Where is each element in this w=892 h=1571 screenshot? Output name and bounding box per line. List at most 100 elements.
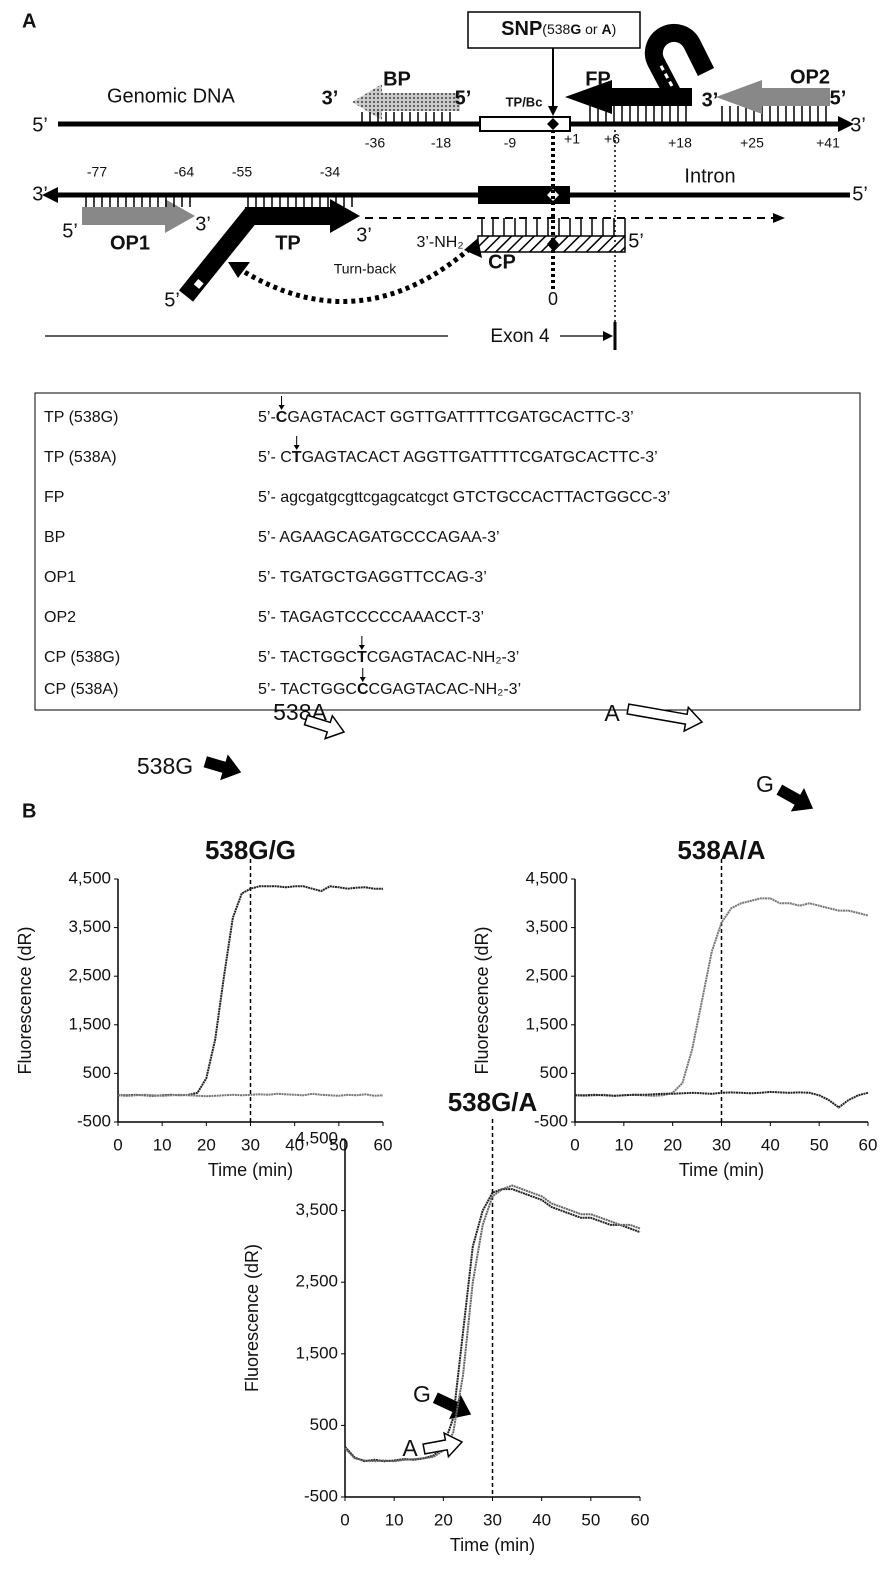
annotation-arrow <box>422 1431 464 1459</box>
series-label: G <box>413 1381 431 1407</box>
y-tick-label: 500 <box>540 1063 568 1082</box>
y-tick-label: 3,500 <box>525 917 568 936</box>
x-tick-label: 60 <box>631 1510 650 1529</box>
diagram-label: OP2 <box>790 66 830 88</box>
y-tick-label: 3,500 <box>295 1200 338 1219</box>
annotation-arrow <box>203 754 242 781</box>
x-tick-label: 0 <box>340 1510 349 1529</box>
annotation-arrow <box>776 784 814 812</box>
snp-part: ) <box>612 21 617 37</box>
diagram-label: OP1 <box>110 232 150 254</box>
y-tick-label: 4,500 <box>295 1128 338 1147</box>
diagram-label: 5’ <box>32 114 48 136</box>
diagram-label: +1 <box>564 131 580 147</box>
diagram-label: -77 <box>87 164 107 180</box>
x-tick-label: 30 <box>241 1135 260 1154</box>
snp-part: G <box>570 21 581 37</box>
snp-part: (538 <box>542 21 570 37</box>
diagram-label: 5’ <box>830 87 847 109</box>
sequence-part: 5’- TACTGGC <box>258 649 357 666</box>
y-tick-label: 1,500 <box>295 1343 338 1362</box>
annotation-arrow <box>303 714 346 740</box>
diagram-label: 3’-NH₂ <box>416 234 463 251</box>
primer-name: FP <box>44 489 64 506</box>
diagram-label: +6 <box>604 131 620 147</box>
y-tick-label: 500 <box>310 1415 338 1434</box>
x-tick-label: 40 <box>761 1135 780 1154</box>
x-tick-label: 30 <box>483 1510 502 1529</box>
primer-sequence: 5’- TAGAGTCCCCCAAACCT-3’ <box>258 609 484 626</box>
series-label: A <box>604 700 620 726</box>
diagram-label: -9 <box>504 135 517 151</box>
series-label: A <box>402 1435 418 1461</box>
snp-base: C <box>276 409 288 426</box>
diagram-label: -34 <box>320 164 340 180</box>
sequence-part: 5’- TACTGGC <box>258 681 357 698</box>
snp-title: SNP <box>501 18 542 40</box>
primer-name: BP <box>44 529 65 546</box>
diagram-label: -18 <box>431 135 451 151</box>
diagram-label: 3’ <box>702 89 719 111</box>
primer-sequence: 5’- TACTGGCCCGAGTACAC-NH₂-3’ <box>258 681 521 698</box>
primer-name: OP2 <box>44 609 76 626</box>
x-tick-label: 10 <box>153 1135 172 1154</box>
primer-sequence: 5’- TACTGGCTCGAGTACAC-NH₂-3’ <box>258 649 519 666</box>
sequence-part: CGAGTACAC-NH₂-3’ <box>367 649 520 666</box>
series-line <box>344 1184 641 1463</box>
y-tick-label: 2,500 <box>525 966 568 985</box>
x-tick-label: 20 <box>197 1135 216 1154</box>
y-tick-label: 1,500 <box>525 1014 568 1033</box>
diagram-label: 5’ <box>852 183 868 205</box>
primer-sequence: 5’- TGATGCTGAGGTTCCAG-3’ <box>258 569 487 586</box>
y-tick-label: 2,500 <box>295 1272 338 1291</box>
primer-name: TP (538A) <box>44 449 117 466</box>
x-tick-label: 50 <box>581 1510 600 1529</box>
diagram-label: 5’ <box>628 230 644 252</box>
chart-title: 538G/A <box>448 1087 538 1117</box>
x-tick-label: 50 <box>329 1135 348 1154</box>
y-tick-label: -500 <box>534 1111 568 1130</box>
series-line <box>117 1092 384 1098</box>
diagram-label: 3’ <box>356 224 372 246</box>
x-tick-label: 0 <box>113 1135 122 1154</box>
x-axis-label: Time (min) <box>450 1535 535 1555</box>
primer-sequence: 5’- AGAAGCAGATGCCCAGAA-3’ <box>258 529 500 546</box>
primer-sequence: 5’- agcgatgcgttcgagcatcgct GTCTGCCACTTAC… <box>258 489 670 506</box>
snp-base: T <box>357 649 367 666</box>
diagram-label: Intron <box>684 165 735 187</box>
series-line <box>575 1090 869 1109</box>
sequence-part: 5’- C <box>258 449 292 466</box>
snp-base: T <box>292 449 302 466</box>
primer-sequence: 5’- CTGAGTACACT AGGTTGATTTTCGATGCACTTC-3… <box>258 449 658 466</box>
snp-base: C <box>357 681 369 698</box>
x-axis-label: Time (min) <box>679 1160 764 1180</box>
x-tick-label: 20 <box>434 1510 453 1529</box>
snp-part: A <box>601 21 611 37</box>
x-tick-label: 20 <box>663 1135 682 1154</box>
x-tick-label: 40 <box>285 1135 304 1154</box>
x-tick-label: 0 <box>570 1135 579 1154</box>
diagram-label: +25 <box>740 135 764 151</box>
panel-label: B <box>22 800 36 822</box>
series-label: G <box>756 771 774 797</box>
x-tick-label: 10 <box>385 1510 404 1529</box>
snp-label: SNP(538G or A) <box>468 18 640 40</box>
sequence-part: GAGTACACT AGGTTGATTTTCGATGCACTTC-3’ <box>302 449 658 466</box>
snp-part: or <box>581 21 601 37</box>
diagram-label: FP <box>585 68 611 90</box>
y-tick-label: 3,500 <box>68 917 111 936</box>
diagram-label: TP <box>275 232 301 254</box>
y-axis-label: Fluorescence (dR) <box>242 1244 262 1392</box>
x-tick-label: 10 <box>614 1135 633 1154</box>
y-axis-label: Fluorescence (dR) <box>472 926 492 1074</box>
diagram-label: Exon 4 <box>490 326 550 347</box>
y-tick-label: 500 <box>83 1063 111 1082</box>
primer-name: CP (538A) <box>44 681 118 698</box>
diagram-label: CP <box>488 251 516 273</box>
x-tick-label: 40 <box>532 1510 551 1529</box>
diagram-label: 5’ <box>455 87 472 109</box>
diagram-label: 3’ <box>195 213 211 235</box>
